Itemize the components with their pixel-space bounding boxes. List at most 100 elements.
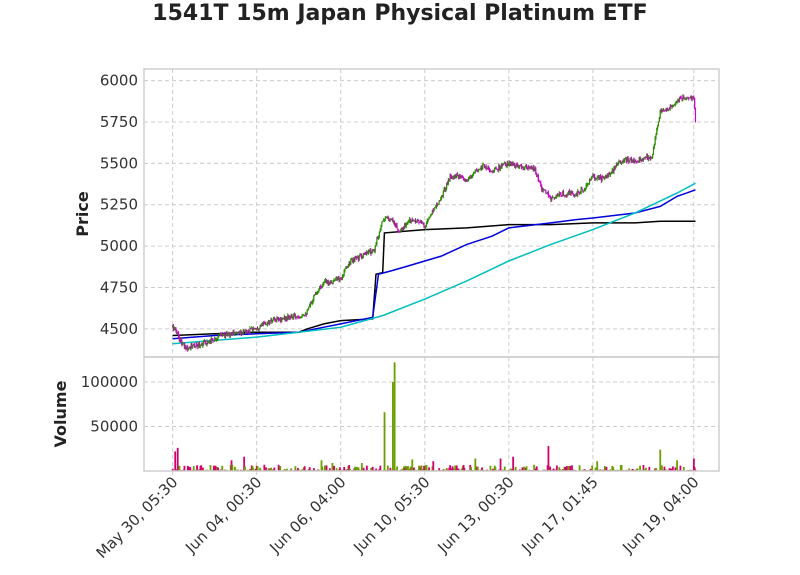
candle-body <box>568 190 570 194</box>
price-tick-label: 5750 <box>100 113 138 131</box>
candle-body <box>522 167 524 170</box>
candle-body <box>314 294 316 296</box>
candle-body <box>187 346 189 350</box>
candle-body <box>519 165 521 167</box>
volume-bar <box>187 466 190 471</box>
candle-body <box>291 314 293 319</box>
volume-bar <box>259 467 262 471</box>
candle-body <box>436 204 438 206</box>
candle-body <box>614 166 616 169</box>
candle-body <box>409 219 412 222</box>
candle-body <box>539 181 541 183</box>
candle-body <box>322 283 324 287</box>
candle-body <box>649 157 651 159</box>
candle-body <box>600 177 602 181</box>
candle-body <box>448 179 450 181</box>
candle-body <box>323 282 325 284</box>
candle-body <box>685 98 687 100</box>
candle-body <box>566 194 568 196</box>
candle-body <box>441 195 443 199</box>
candle-body <box>541 186 543 190</box>
volume-bar <box>202 467 204 471</box>
candle-body <box>281 318 283 322</box>
candle-body <box>287 315 289 320</box>
candle-body <box>172 326 175 331</box>
price-tick-label: 4750 <box>100 278 138 296</box>
candle-body <box>418 220 420 223</box>
candle-body <box>252 327 254 331</box>
x-tick-label: Jun 17, 01:45 <box>518 473 602 557</box>
candle-body <box>690 97 692 100</box>
volume-bar <box>609 469 612 471</box>
candle-body <box>662 109 664 111</box>
volume-bar <box>438 468 441 471</box>
candle-body <box>449 174 451 181</box>
volume-bar <box>674 467 677 471</box>
candle-body <box>681 98 683 100</box>
candle-body <box>183 343 185 345</box>
candle-body <box>615 164 618 167</box>
candle-body <box>263 322 265 324</box>
candle-body <box>389 218 391 220</box>
candle-body <box>509 161 511 165</box>
candle-body <box>338 277 340 281</box>
candle-body <box>435 207 437 208</box>
candle-body <box>351 259 354 263</box>
candle-body <box>429 216 431 218</box>
candle-body <box>500 165 502 167</box>
candle-body <box>247 330 249 332</box>
candle-body <box>518 166 520 168</box>
candle-body <box>676 101 678 103</box>
candle-body <box>525 166 527 167</box>
volume-bar <box>555 465 558 471</box>
candle-body <box>351 259 353 261</box>
candle-body <box>468 176 470 178</box>
candle-body <box>451 176 453 179</box>
candle-body <box>578 192 581 194</box>
price-tick-label: 5500 <box>100 154 138 172</box>
candle-body <box>363 253 365 255</box>
candle-body <box>479 168 481 170</box>
x-tick-label: Jun 10, 05:30 <box>349 473 433 557</box>
candle-body <box>356 257 358 259</box>
volume-bar <box>420 465 423 471</box>
candle-body <box>578 190 580 193</box>
candle-body <box>214 338 216 341</box>
volume-bar <box>663 466 666 471</box>
candle-body <box>589 179 591 184</box>
candle-body <box>527 165 529 169</box>
candle-body <box>295 316 297 318</box>
volume-bar <box>389 467 392 471</box>
volume-bar <box>279 466 282 471</box>
candle-body <box>182 343 184 345</box>
volume-bar <box>509 468 512 471</box>
volume-bar <box>655 467 657 471</box>
candle-body <box>408 221 410 223</box>
candle-body <box>312 299 314 303</box>
candle-body <box>439 200 441 202</box>
candle-body <box>190 345 192 349</box>
candle-body <box>415 221 417 223</box>
volume-bar <box>343 466 346 471</box>
candle-body <box>472 174 474 177</box>
volume-bar <box>411 459 414 471</box>
candle-body <box>404 223 406 229</box>
candle-body <box>549 196 551 198</box>
candle-body <box>240 330 242 334</box>
volume-bar <box>463 467 466 471</box>
candle-body <box>538 180 540 182</box>
candle-body <box>350 259 352 265</box>
candle-body <box>283 316 285 320</box>
candle-body <box>223 333 225 335</box>
candle-body <box>387 217 389 219</box>
candle-body <box>200 344 202 346</box>
candle-body <box>548 195 550 197</box>
candle-body <box>515 165 517 167</box>
candle-body <box>177 333 180 337</box>
candle-body <box>248 331 250 333</box>
candle-body <box>203 341 205 344</box>
moving-average-line-2 <box>172 189 696 340</box>
candle-body <box>437 204 439 205</box>
candle-body <box>571 192 573 194</box>
candle-body <box>194 346 196 348</box>
